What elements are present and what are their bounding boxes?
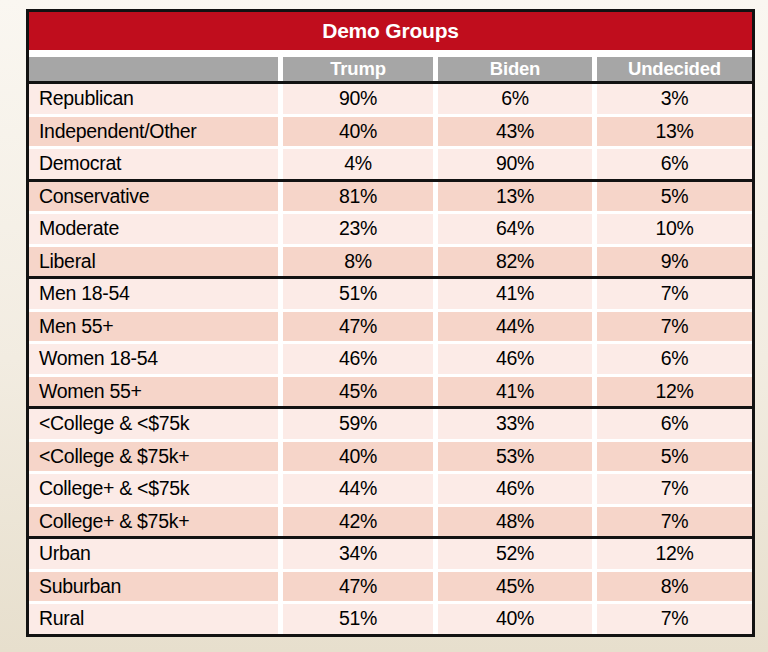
- title-divider: [29, 50, 752, 57]
- row-label: Conservative: [29, 182, 278, 212]
- cell-value: 40%: [438, 604, 592, 634]
- cell-value: 44%: [438, 312, 592, 342]
- row-label: Independent/Other: [29, 117, 278, 147]
- column-header-biden: Biden: [438, 57, 592, 81]
- cell-value: 41%: [438, 279, 592, 309]
- cell-value: 9%: [597, 247, 752, 277]
- row-label: Women 55+: [29, 377, 278, 407]
- row-label: Democrat: [29, 149, 278, 179]
- table-row: Suburban47%45%8%: [29, 572, 752, 605]
- table-row: Republican90%6%3%: [29, 84, 752, 117]
- cell-value: 59%: [283, 409, 433, 439]
- table-row: Liberal8%82%9%: [29, 247, 752, 280]
- row-label: Men 55+: [29, 312, 278, 342]
- column-header-trump: Trump: [283, 57, 433, 81]
- table-row: Moderate23%64%10%: [29, 214, 752, 247]
- cell-value: 10%: [597, 214, 752, 244]
- cell-value: 64%: [438, 214, 592, 244]
- row-label: Republican: [29, 84, 278, 114]
- cell-value: 23%: [283, 214, 433, 244]
- cell-value: 7%: [597, 312, 752, 342]
- cell-value: 6%: [597, 149, 752, 179]
- cell-value: 8%: [597, 572, 752, 602]
- table-body: Republican90%6%3%Independent/Other40%43%…: [29, 84, 752, 634]
- cell-value: 53%: [438, 442, 592, 472]
- cell-value: 45%: [283, 377, 433, 407]
- cell-value: 47%: [283, 312, 433, 342]
- cell-value: 40%: [283, 442, 433, 472]
- cell-value: 6%: [438, 84, 592, 114]
- cell-value: 42%: [283, 507, 433, 537]
- cell-value: 7%: [597, 474, 752, 504]
- table-row: Independent/Other40%43%13%: [29, 117, 752, 150]
- cell-value: 33%: [438, 409, 592, 439]
- cell-value: 6%: [597, 409, 752, 439]
- cell-value: 7%: [597, 279, 752, 309]
- table-row: Women 18-5446%46%6%: [29, 344, 752, 377]
- table-row: Democrat4%90%6%: [29, 149, 752, 182]
- cell-value: 5%: [597, 442, 752, 472]
- cell-value: 12%: [597, 377, 752, 407]
- cell-value: 82%: [438, 247, 592, 277]
- table-row: Men 18-5451%41%7%: [29, 279, 752, 312]
- cell-value: 52%: [438, 539, 592, 569]
- table-title: Demo Groups: [29, 12, 752, 50]
- cell-value: 45%: [438, 572, 592, 602]
- cell-value: 90%: [438, 149, 592, 179]
- cell-value: 8%: [283, 247, 433, 277]
- row-label: Women 18-54: [29, 344, 278, 374]
- row-label: College+ & <$75k: [29, 474, 278, 504]
- cell-value: 7%: [597, 507, 752, 537]
- table-header-row: Trump Biden Undecided: [29, 57, 752, 84]
- cell-value: 12%: [597, 539, 752, 569]
- row-label: Moderate: [29, 214, 278, 244]
- cell-value: 90%: [283, 84, 433, 114]
- row-label: Rural: [29, 604, 278, 634]
- table-row: College+ & $75k+42%48%7%: [29, 507, 752, 540]
- cell-value: 4%: [283, 149, 433, 179]
- cell-value: 51%: [283, 279, 433, 309]
- table-row: Conservative81%13%5%: [29, 182, 752, 215]
- table-row: Urban34%52%12%: [29, 539, 752, 572]
- column-header-blank: [29, 57, 278, 81]
- cell-value: 40%: [283, 117, 433, 147]
- cell-value: 41%: [438, 377, 592, 407]
- table-row: Women 55+45%41%12%: [29, 377, 752, 410]
- cell-value: 44%: [283, 474, 433, 504]
- cell-value: 48%: [438, 507, 592, 537]
- table-row: Rural51%40%7%: [29, 604, 752, 634]
- row-label: Suburban: [29, 572, 278, 602]
- table-row: <College & $75k+40%53%5%: [29, 442, 752, 475]
- cell-value: 7%: [597, 604, 752, 634]
- column-header-undecided: Undecided: [597, 57, 752, 81]
- table-row: Men 55+47%44%7%: [29, 312, 752, 345]
- cell-value: 6%: [597, 344, 752, 374]
- row-label: College+ & $75k+: [29, 507, 278, 537]
- table-row: <College & <$75k59%33%6%: [29, 409, 752, 442]
- demo-groups-table: Demo Groups Trump Biden Undecided Republ…: [26, 9, 755, 637]
- cell-value: 5%: [597, 182, 752, 212]
- table-row: College+ & <$75k44%46%7%: [29, 474, 752, 507]
- row-label: Men 18-54: [29, 279, 278, 309]
- cell-value: 46%: [438, 474, 592, 504]
- cell-value: 47%: [283, 572, 433, 602]
- cell-value: 46%: [438, 344, 592, 374]
- cell-value: 81%: [283, 182, 433, 212]
- row-label: <College & $75k+: [29, 442, 278, 472]
- cell-value: 3%: [597, 84, 752, 114]
- row-label: <College & <$75k: [29, 409, 278, 439]
- cell-value: 13%: [438, 182, 592, 212]
- row-label: Liberal: [29, 247, 278, 277]
- cell-value: 43%: [438, 117, 592, 147]
- row-label: Urban: [29, 539, 278, 569]
- cell-value: 34%: [283, 539, 433, 569]
- cell-value: 46%: [283, 344, 433, 374]
- cell-value: 51%: [283, 604, 433, 634]
- cell-value: 13%: [597, 117, 752, 147]
